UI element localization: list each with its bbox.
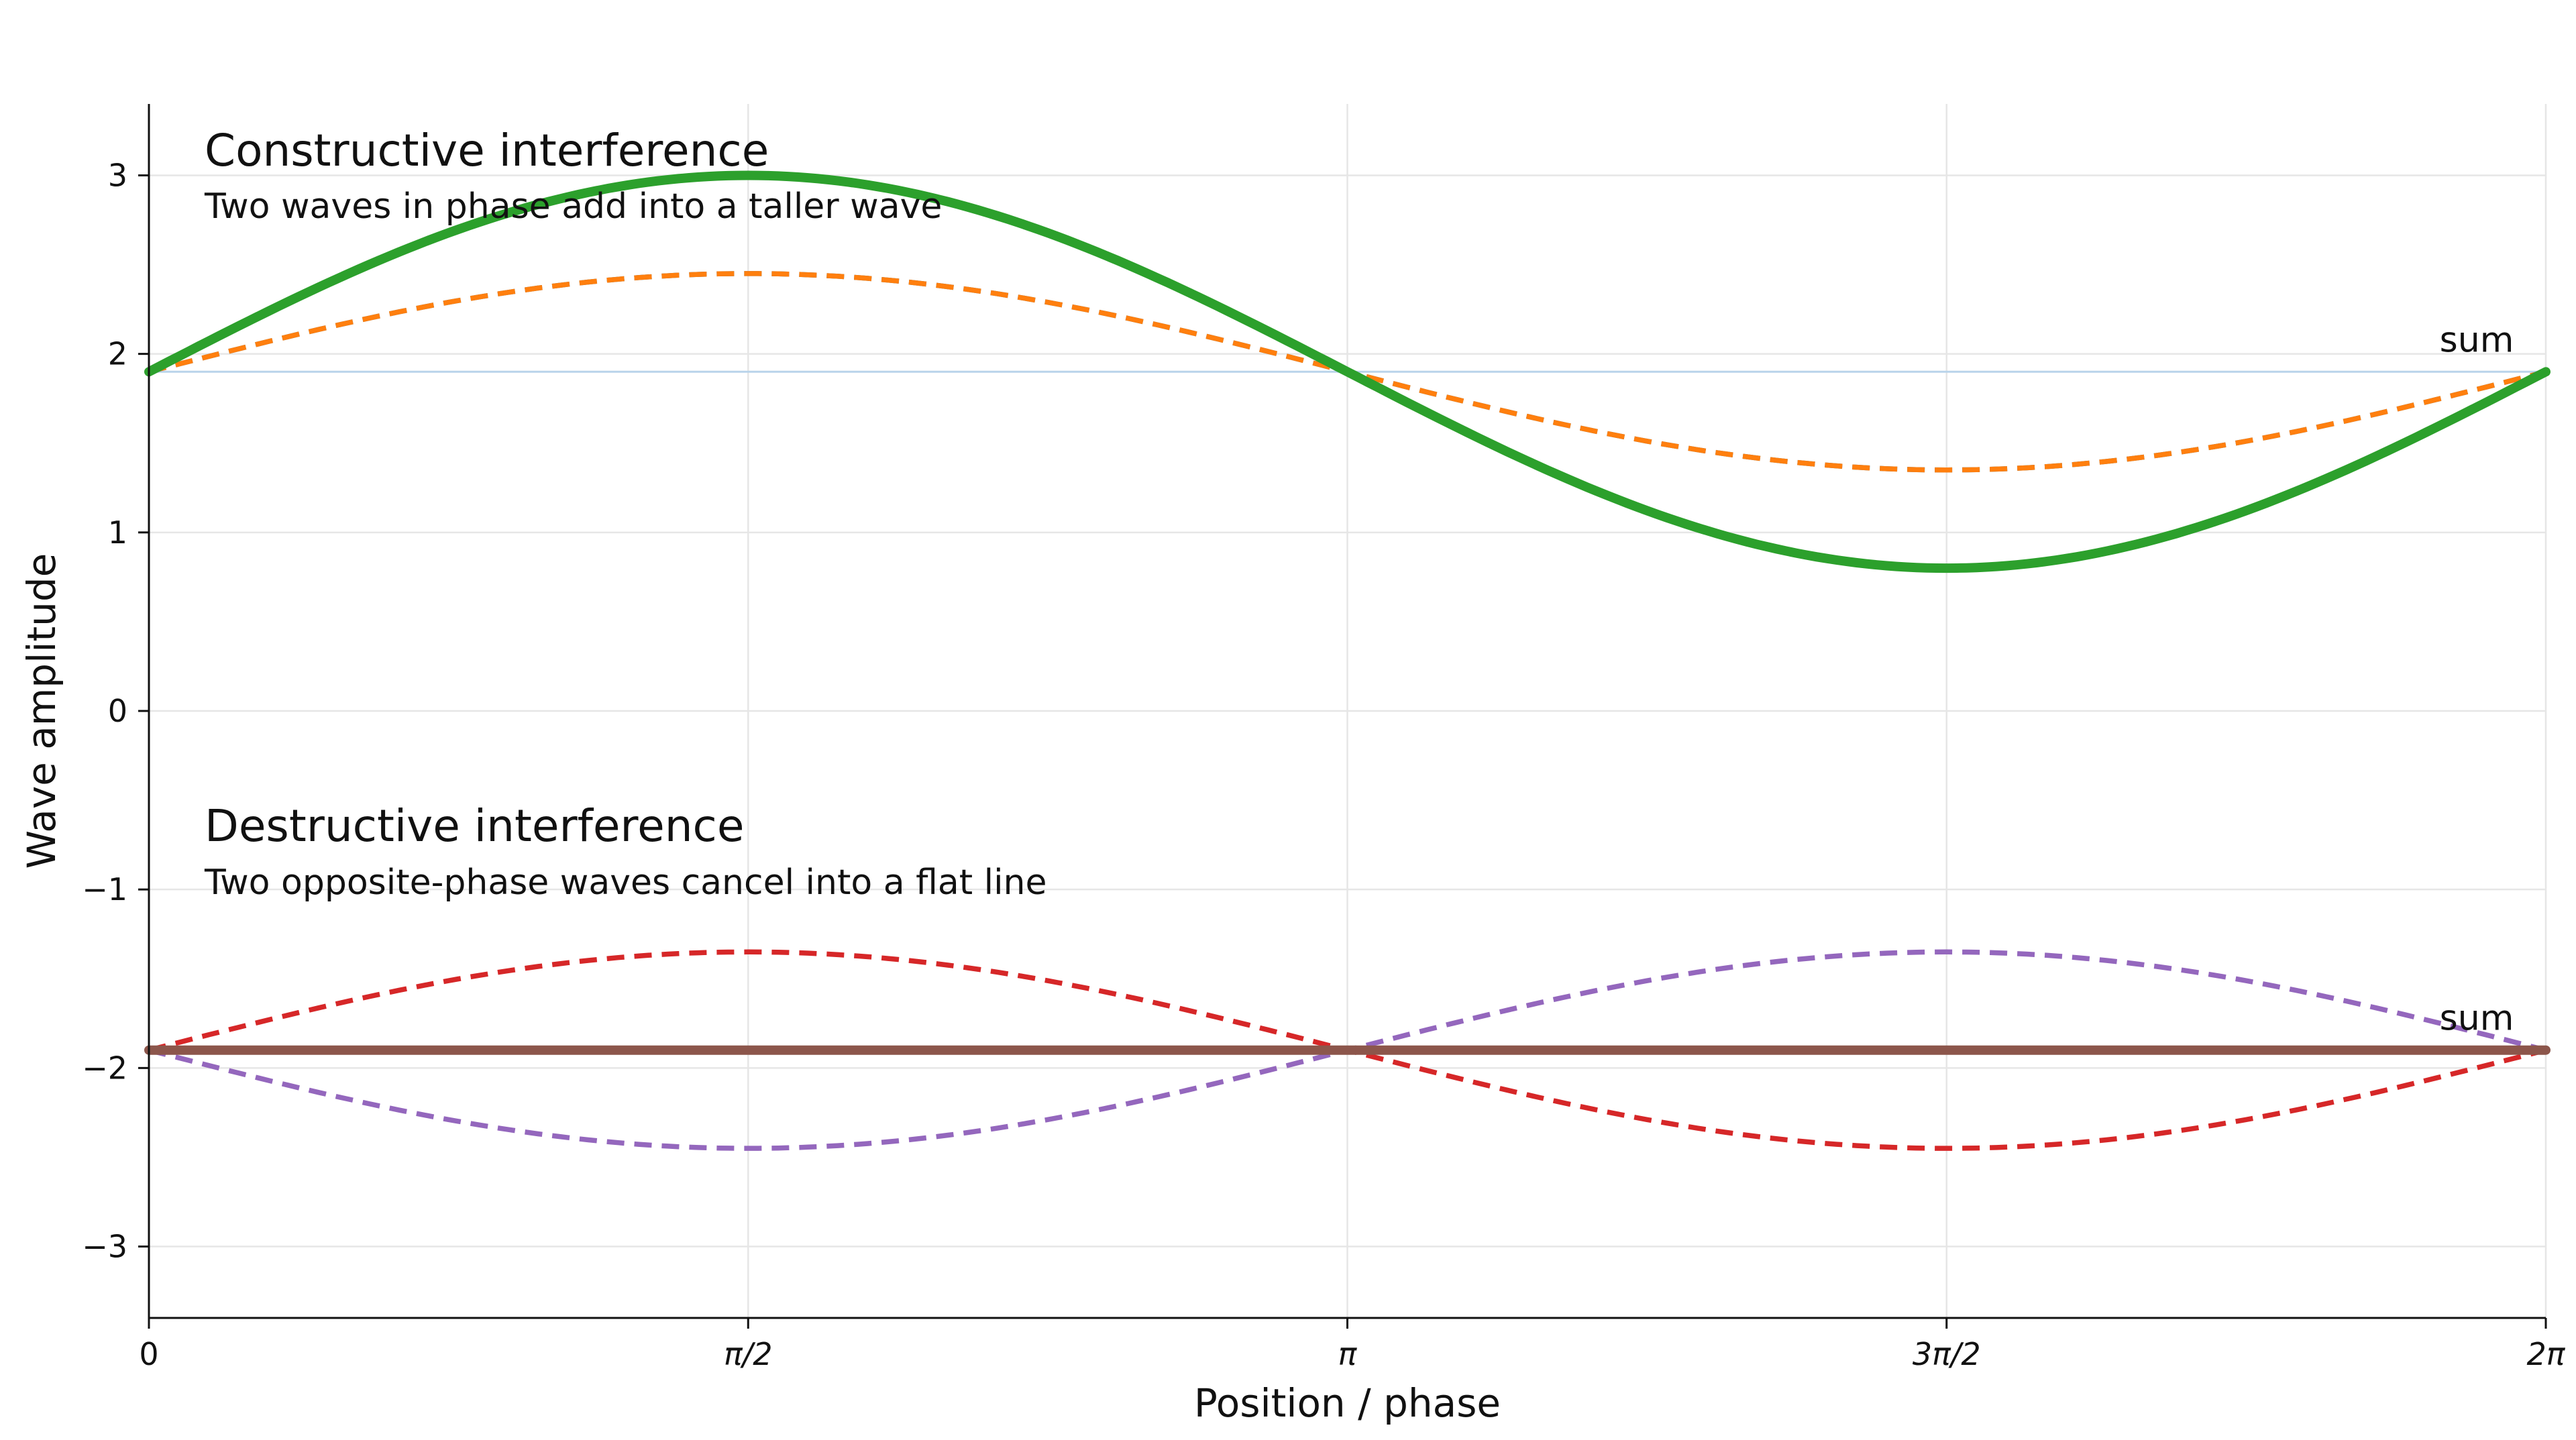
y-tick-label: −3 (82, 1229, 127, 1265)
y-tick-label: −2 (82, 1050, 127, 1086)
annotations: Position / phase Wave amplitude Construc… (19, 125, 2514, 1426)
x-tick-label: 0 (139, 1336, 158, 1372)
x-tick-label: π (1338, 1336, 1358, 1372)
y-tick-label: 2 (108, 336, 127, 372)
x-tick-label: 2π (2527, 1336, 2566, 1372)
constructive-sum-line (144, 170, 2551, 573)
grid (148, 104, 2547, 1318)
constructive-panel-title: Constructive interference (205, 125, 769, 176)
x-tick-label: π/2 (724, 1336, 772, 1372)
constructive-sum-label: sum (2440, 320, 2514, 360)
y-axis-label: Wave amplitude (19, 553, 64, 869)
destructive-panel-title: Destructive interference (205, 800, 744, 852)
y-tick-label: 1 (108, 514, 127, 551)
destructive-sum-label: sum (2440, 999, 2514, 1039)
constructive-panel-subtitle: Two waves in phase add into a taller wav… (204, 186, 942, 227)
x-axis-label: Position / phase (1194, 1380, 1501, 1426)
y-tick-label: 0 (108, 693, 127, 729)
y-tick-label: 3 (108, 157, 127, 193)
x-tick-label: 3π/2 (1913, 1336, 1981, 1372)
destructive-panel-subtitle: Two opposite-phase waves cancel into a f… (204, 863, 1046, 903)
y-tick-label: −1 (82, 871, 127, 907)
ticks: 0 π/2 π 3π/2 2π 3 2 1 0 −1 −2 −3 (82, 157, 2566, 1372)
series-lines (144, 170, 2551, 1151)
